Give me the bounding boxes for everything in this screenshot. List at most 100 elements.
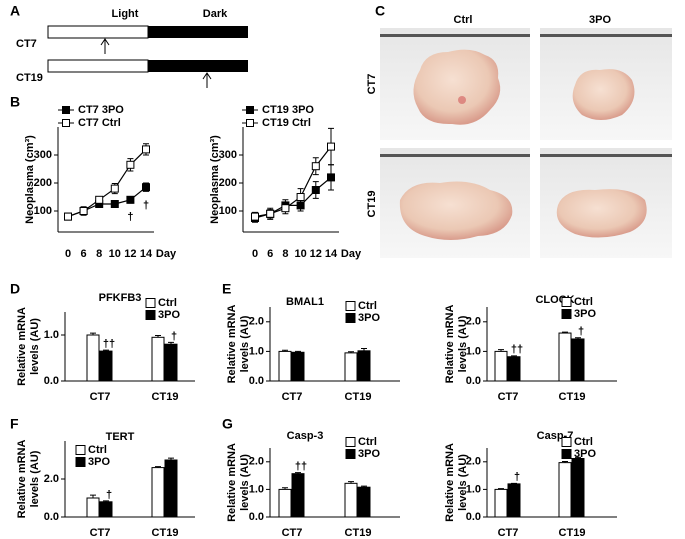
legend-marker: [62, 119, 70, 127]
y-axis-label: Neoplasma (cm³): [209, 135, 221, 224]
legend-swatch: [75, 445, 86, 455]
x-tick-label: CT19: [152, 527, 179, 539]
legend-swatch: [345, 437, 356, 447]
legend-marker: [62, 106, 70, 114]
legend-label: CT7 Ctrl: [78, 117, 121, 129]
panel-letter: F: [10, 416, 19, 432]
bar: [494, 488, 508, 518]
legend-label: 3PO: [158, 309, 180, 321]
marker: [327, 173, 335, 182]
dark-label: Dark: [203, 8, 228, 20]
error-bar: [155, 334, 161, 338]
bar: [291, 473, 305, 518]
annotation: †: [143, 199, 149, 211]
legend-swatch: [561, 309, 572, 319]
row-label: CT19: [366, 191, 378, 218]
error-bar: [295, 472, 301, 474]
row-label: CT19: [16, 72, 43, 84]
light-label: Light: [112, 8, 139, 20]
legend-label: Ctrl: [574, 436, 593, 448]
x-tick-label: CT7: [90, 391, 111, 403]
legend-swatch: [345, 301, 356, 311]
x-tick-label: CT19: [345, 527, 372, 539]
legend-label: Ctrl: [88, 444, 107, 456]
dark-bar: [148, 60, 248, 72]
x-tick-label: 12: [124, 248, 136, 260]
photo: [540, 28, 672, 140]
x-tick-label: CT19: [345, 391, 372, 403]
row-label: CT7: [366, 74, 378, 95]
y-tick-label: 0.0: [466, 375, 481, 387]
bar: [357, 486, 371, 518]
bar: [151, 467, 165, 518]
light-bar: [47, 25, 149, 39]
panel-letter: C: [375, 3, 385, 19]
legend-swatch: [345, 449, 356, 459]
legend-swatch: [561, 437, 572, 447]
error-bar: [361, 347, 367, 351]
error-bar: [282, 349, 288, 352]
x-tick-label: 0: [252, 248, 258, 260]
chart-title: TERT: [106, 431, 135, 443]
legend-label: 3PO: [358, 448, 380, 460]
marker: [64, 212, 72, 221]
bar: [558, 462, 572, 518]
y-tick-label: 200: [34, 177, 52, 189]
annotation: †: [171, 330, 177, 342]
marker: [110, 184, 119, 193]
error-bar: [348, 481, 354, 484]
y-tick-label: 100: [34, 205, 52, 217]
arrow: [202, 72, 212, 88]
bar: [278, 488, 292, 518]
error-bar: [295, 350, 301, 353]
chart-title: BMAL1: [286, 296, 324, 308]
error-bar: [282, 487, 288, 490]
error-bar: [511, 355, 517, 357]
marker: [79, 207, 88, 215]
y-axis-label: Relative mRNA: [226, 305, 238, 384]
y-axis-label: Neoplasma (cm³): [24, 135, 36, 224]
y-tick-label: 1.0: [249, 483, 264, 495]
bar: [151, 336, 165, 382]
panel-letter: G: [222, 416, 233, 432]
y-tick-label: 1.0: [44, 329, 59, 341]
photo: [540, 148, 672, 258]
error-bar: [103, 500, 109, 502]
light-bar: [47, 59, 149, 73]
y-axis-label: Relative mRNA: [444, 443, 456, 522]
x-tick-label: 8: [282, 248, 288, 260]
marker: [266, 209, 275, 218]
y-tick-label: 200: [219, 177, 237, 189]
marker: [251, 212, 259, 221]
y-axis-label: levels (AU): [457, 315, 469, 372]
annotation: ††: [295, 460, 307, 472]
photo: [380, 28, 530, 140]
annotation: †: [514, 471, 520, 483]
y-axis-label: Relative mRNA: [226, 443, 238, 522]
error-bar: [168, 341, 174, 345]
marker: [126, 195, 135, 204]
bar: [507, 483, 521, 518]
y-axis-label: Relative mRNA: [444, 305, 456, 384]
legend-label: Ctrl: [358, 300, 377, 312]
legend-swatch: [345, 313, 356, 323]
y-tick-label: 2.0: [249, 456, 264, 468]
y-tick-label: 100: [219, 205, 237, 217]
legend-label: 3PO: [88, 456, 110, 468]
x-tick-label: CT7: [498, 527, 519, 539]
y-tick-label: 2.0: [466, 316, 481, 328]
error-bar: [168, 457, 174, 460]
y-tick-label: 1.0: [466, 345, 481, 357]
y-tick-label: 2.0: [466, 456, 481, 468]
x-tick-label: 0: [65, 248, 71, 260]
error-bar: [575, 337, 581, 339]
legend-label: CT19 3PO: [262, 104, 314, 116]
legend-swatch: [145, 310, 156, 320]
x-axis-label: Day: [156, 248, 177, 260]
bar: [344, 482, 358, 518]
x-tick-label: CT19: [559, 527, 586, 539]
legend-label: 3PO: [574, 308, 596, 320]
panel-letter: B: [10, 94, 20, 110]
x-axis-label: Day: [341, 248, 362, 260]
